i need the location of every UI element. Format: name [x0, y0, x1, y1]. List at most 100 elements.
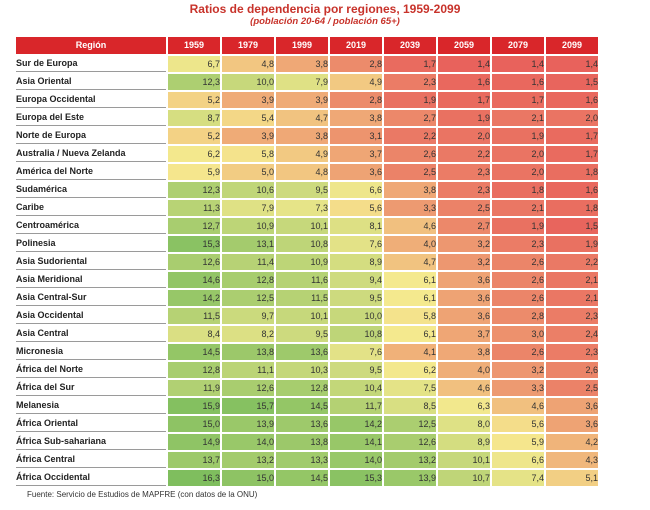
ratio-cell: 13,6: [276, 344, 328, 360]
ratio-cell: 7,4: [492, 470, 544, 486]
ratio-cell: 2,6: [492, 290, 544, 306]
ratio-cell: 2,8: [330, 92, 382, 108]
table-row: Asia Sudoriental 12,6 11,4 10,9 8,9 4,7 3,2 2,6…: [16, 254, 598, 270]
ratio-cell: 2,3: [546, 344, 598, 360]
ratio-cell: 10,6: [222, 182, 274, 198]
ratio-cell: 3,1: [330, 128, 382, 144]
table-title: Ratios de dependencia por regiones, 1959…: [189, 2, 461, 16]
ratio-cell: 3,8: [276, 128, 328, 144]
ratio-cell: 6,1: [384, 290, 436, 306]
ratio-cell: 3,9: [222, 92, 274, 108]
ratio-cell: 2,6: [546, 362, 598, 378]
ratio-cell: 8,5: [384, 398, 436, 414]
ratio-cell: 1,8: [546, 200, 598, 216]
ratio-cell: 6,7: [168, 56, 220, 72]
ratio-cell: 7,6: [330, 344, 382, 360]
ratio-cell: 13,7: [168, 452, 220, 468]
ratio-cell: 1,4: [438, 56, 490, 72]
region-cell: Europa del Este: [16, 110, 166, 126]
column-header-year: 2079: [492, 37, 544, 54]
region-cell: Asia Central: [16, 326, 166, 342]
ratio-cell: 2,5: [438, 200, 490, 216]
table-row: Asia Occidental 11,5 9,7 10,1 10,0 5,8 3,6 2,8 2…: [16, 308, 598, 324]
ratio-cell: 5,9: [168, 164, 220, 180]
ratio-cell: 6,2: [168, 146, 220, 162]
source-note: Fuente: Servicio de Estudios de MAPFRE (…: [27, 490, 258, 499]
ratio-cell: 1,7: [492, 92, 544, 108]
ratio-cell: 8,4: [168, 326, 220, 342]
ratio-cell: 6,6: [330, 182, 382, 198]
table-row: Australia / Nueva Zelanda 6,2 5,8 4,9 3,7 2,6…: [16, 146, 598, 162]
ratio-cell: 2,0: [438, 128, 490, 144]
ratio-cell: 2,2: [546, 254, 598, 270]
region-cell: África Occidental: [16, 470, 166, 486]
ratio-cell: 11,4: [222, 254, 274, 270]
ratio-cell: 13,9: [384, 470, 436, 486]
ratio-cell: 5,6: [330, 200, 382, 216]
region-cell: Norte de Europa: [16, 128, 166, 144]
ratio-cell: 3,8: [438, 344, 490, 360]
ratio-cell: 5,2: [168, 92, 220, 108]
ratio-cell: 3,8: [276, 56, 328, 72]
ratio-cell: 6,1: [384, 272, 436, 288]
region-cell: África Sub-sahariana: [16, 434, 166, 450]
region-cell: América del Norte: [16, 164, 166, 180]
ratio-cell: 2,6: [492, 344, 544, 360]
ratio-cell: 2,1: [546, 290, 598, 306]
ratio-cell: 3,2: [438, 236, 490, 252]
table-row: Asia Meridional 14,6 12,8 11,6 9,4 6,1 3,6 2,6 2…: [16, 272, 598, 288]
table-row: Polinesia 15,3 13,1 10,8 7,6 4,0 3,2 2,3 1,9: [16, 236, 598, 252]
ratio-cell: 13,1: [222, 236, 274, 252]
ratio-cell: 12,8: [276, 380, 328, 396]
ratio-cell: 8,9: [330, 254, 382, 270]
ratio-cell: 4,8: [276, 164, 328, 180]
column-header-year: 1979: [222, 37, 274, 54]
ratio-cell: 15,3: [168, 236, 220, 252]
ratio-cell: 9,7: [222, 308, 274, 324]
ratio-cell: 9,5: [276, 182, 328, 198]
ratio-cell: 14,5: [276, 470, 328, 486]
table-row: Asia Oriental 12,3 10,0 7,9 4,9 2,3 1,6 1,6 1,5: [16, 74, 598, 90]
ratio-cell: 2,8: [492, 308, 544, 324]
ratio-cell: 9,5: [330, 362, 382, 378]
ratio-cell: 9,4: [330, 272, 382, 288]
ratio-cell: 4,7: [276, 110, 328, 126]
column-header-year: 2039: [384, 37, 436, 54]
ratio-cell: 4,9: [330, 74, 382, 90]
ratio-cell: 2,1: [546, 272, 598, 288]
ratio-cell: 4,9: [276, 146, 328, 162]
ratio-cell: 7,5: [384, 380, 436, 396]
ratio-cell: 12,8: [168, 362, 220, 378]
region-cell: África Oriental: [16, 416, 166, 432]
ratio-cell: 10,8: [330, 326, 382, 342]
ratio-cell: 2,6: [492, 254, 544, 270]
table-row: África del Norte 12,8 11,1 10,3 9,5 6,2 4,0 3,2…: [16, 362, 598, 378]
ratio-cell: 4,2: [546, 434, 598, 450]
header-row: Región 1959 1979 1999 2019 2039 2059 2079 2099: [16, 37, 598, 54]
ratio-cell: 2,6: [384, 146, 436, 162]
column-header-year: 1999: [276, 37, 328, 54]
ratio-cell: 8,0: [438, 416, 490, 432]
ratio-cell: 14,0: [222, 434, 274, 450]
region-cell: Asia Sudoriental: [16, 254, 166, 270]
ratio-cell: 10,1: [438, 452, 490, 468]
ratio-cell: 6,3: [438, 398, 490, 414]
ratio-cell: 4,0: [384, 236, 436, 252]
ratio-cell: 8,9: [438, 434, 490, 450]
ratio-cell: 8,2: [222, 326, 274, 342]
ratio-cell: 8,1: [330, 218, 382, 234]
ratio-cell: 1,9: [438, 110, 490, 126]
table-row: Europa del Este 8,7 5,4 4,7 3,8 2,7 1,9 2,1 2,0: [16, 110, 598, 126]
ratio-cell: 13,6: [276, 416, 328, 432]
ratio-cell: 5,0: [222, 164, 274, 180]
region-cell: Australia / Nueva Zelanda: [16, 146, 166, 162]
ratio-cell: 10,1: [276, 218, 328, 234]
ratio-cell: 2,3: [384, 74, 436, 90]
column-header-region: Región: [16, 37, 166, 54]
ratio-cell: 3,7: [438, 326, 490, 342]
ratio-cell: 5,2: [168, 128, 220, 144]
ratio-cell: 3,3: [492, 380, 544, 396]
ratio-cell: 13,2: [222, 452, 274, 468]
ratio-cell: 3,2: [438, 254, 490, 270]
table-row: Micronesia 14,5 13,8 13,6 7,6 4,1 3,8 2,6 2,3: [16, 344, 598, 360]
